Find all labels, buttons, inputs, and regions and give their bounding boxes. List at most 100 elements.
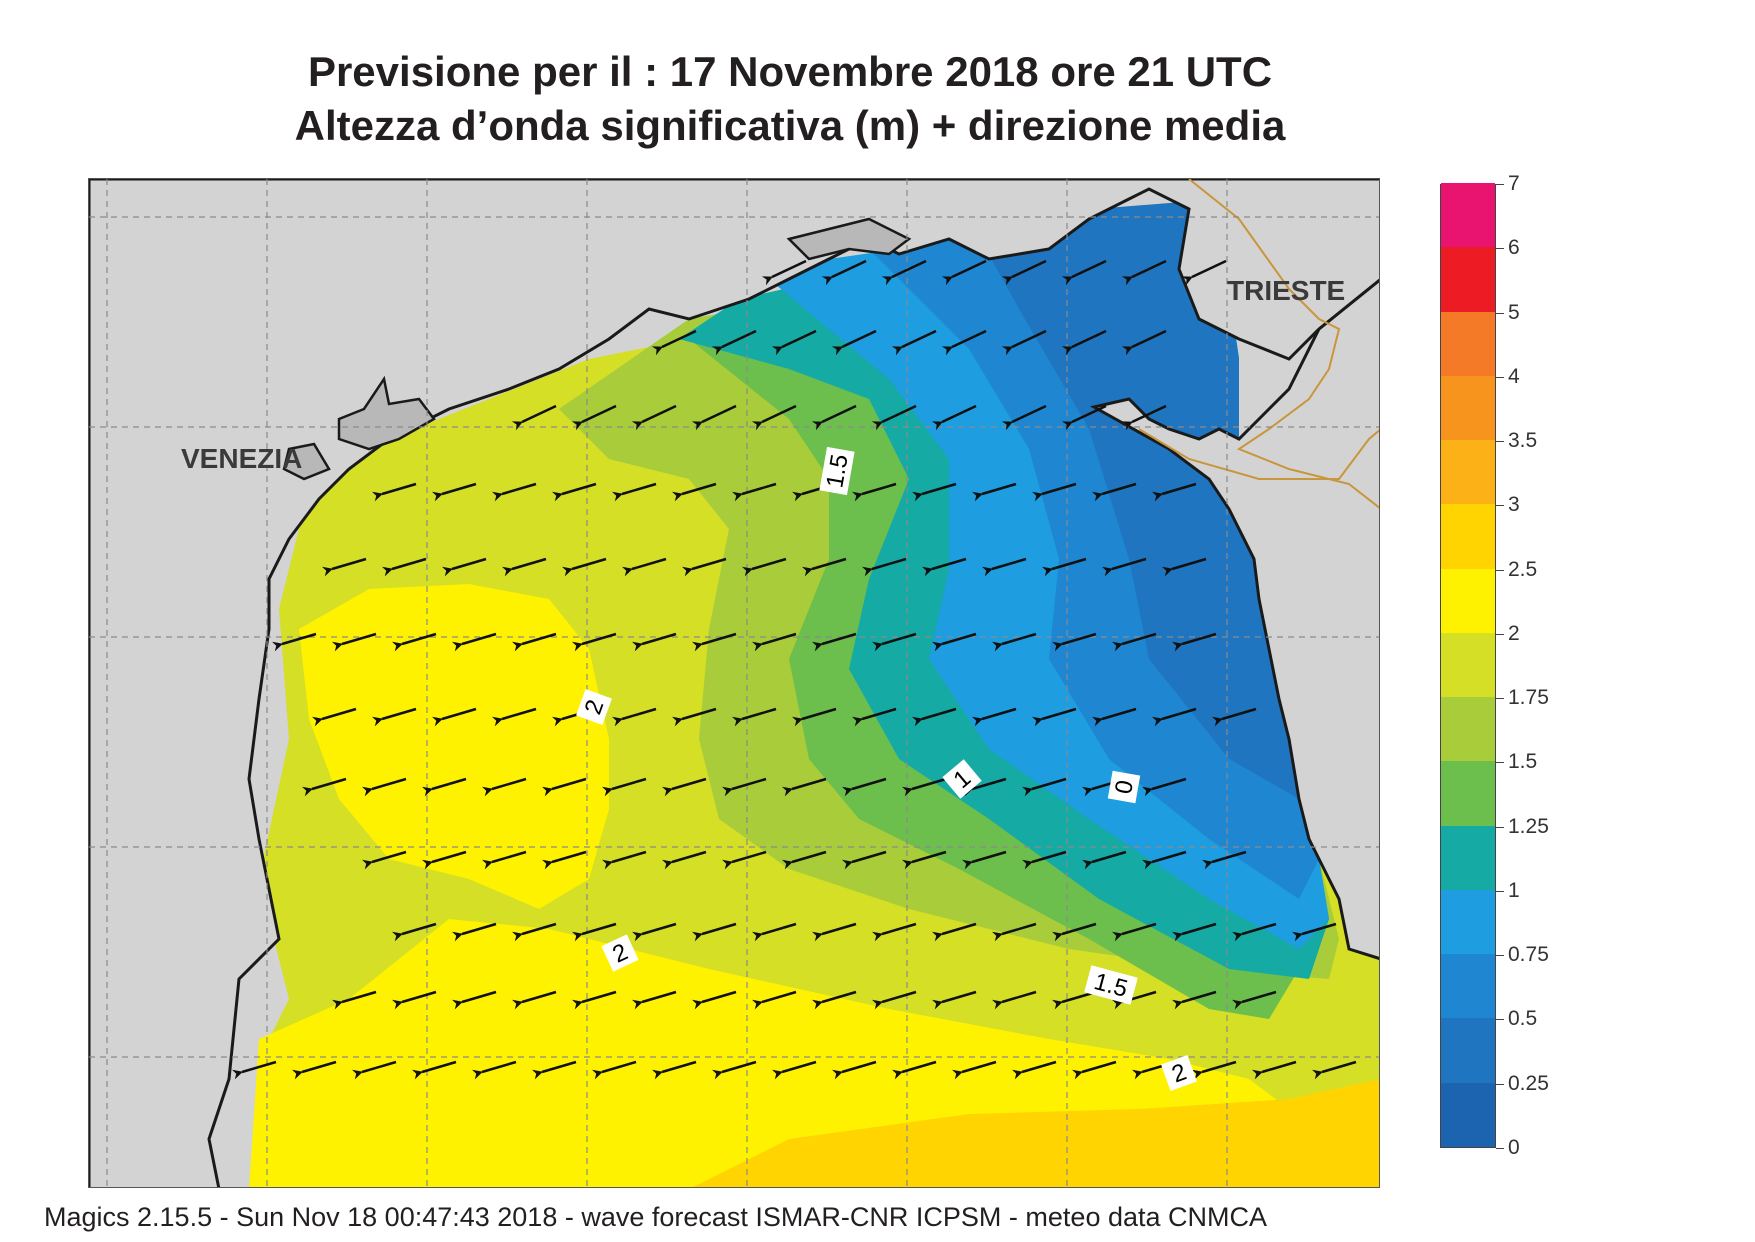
wave-direction-arrow	[851, 482, 897, 502]
wave-direction-arrow	[681, 557, 727, 577]
wave-direction-arrow	[311, 707, 357, 727]
istria-land	[1089, 278, 1379, 960]
wave-direction-arrow	[751, 632, 797, 652]
wave-direction-arrow	[451, 990, 497, 1010]
wave-direction-arrow	[1171, 632, 1217, 652]
wave-direction-arrow	[491, 707, 537, 727]
wave-direction-arrow	[271, 632, 317, 652]
wave-direction-arrow	[671, 707, 717, 727]
wave-direction-arrow	[871, 922, 917, 942]
colorbar-tick-label: 3.5	[1508, 429, 1538, 453]
wave-direction-arrow	[841, 777, 887, 797]
wave-direction-arrow	[711, 329, 757, 356]
colorbar-tick	[1496, 1083, 1504, 1085]
wave-direction-arrow	[1001, 329, 1047, 356]
wave-direction-arrow	[391, 990, 437, 1010]
wave-height-map: 1.5 2 1 0 2 1.5	[88, 178, 1380, 1188]
forecast-subtitle: Altezza d’onda significativa (m) + direz…	[294, 102, 1286, 149]
wave-direction-arrow	[491, 482, 537, 502]
colorbar-tick-label: 0.75	[1508, 943, 1549, 967]
wave-direction-arrow	[811, 404, 857, 431]
colorbar-tick-label: 4	[1508, 364, 1520, 388]
wave-direction-arrow	[811, 990, 857, 1010]
wave-direction-arrow	[361, 850, 407, 870]
wave-direction-arrow	[1111, 632, 1157, 652]
wave-direction-arrow	[691, 922, 737, 942]
wave-direction-arrow	[631, 990, 677, 1010]
colorbar-tick	[1496, 505, 1504, 507]
colorbar-tick	[1496, 312, 1504, 314]
colorbar-tick	[1496, 441, 1504, 443]
colorbar-tick-label: 3	[1508, 493, 1520, 517]
wave-direction-arrow	[1191, 1060, 1237, 1080]
wave-direction-arrow	[731, 707, 777, 727]
wave-direction-arrow	[941, 329, 987, 356]
colorbar-tick-label: 2	[1508, 621, 1520, 645]
wave-direction-arrow	[1211, 707, 1257, 727]
colorbar-tick-label: 1	[1508, 878, 1520, 902]
wave-direction-arrow	[1201, 850, 1247, 870]
colorbar-segment	[1441, 696, 1495, 762]
wave-direction-arrow	[1231, 922, 1277, 942]
wave-direction-arrow	[541, 777, 587, 797]
wave-direction-arrow	[631, 922, 677, 942]
colorbar-tick	[1496, 955, 1504, 957]
wave-direction-arrow	[971, 707, 1017, 727]
wave-direction-arrow	[1001, 404, 1047, 431]
wave-direction-arrow	[571, 922, 617, 942]
wave-direction-arrow	[481, 850, 527, 870]
wave-direction-arrow	[761, 259, 807, 286]
wave-direction-arrow	[501, 557, 547, 577]
wave-direction-arrow	[451, 922, 497, 942]
wave-direction-arrow	[911, 482, 957, 502]
wave-direction-arrow	[481, 777, 527, 797]
wave-direction-arrow	[691, 404, 737, 431]
wave-direction-arrow	[631, 632, 677, 652]
colorbar-tick	[1496, 890, 1504, 892]
wave-direction-arrow	[611, 707, 657, 727]
colorbar-segment	[1441, 1017, 1495, 1083]
colorbar-tick-label: 0	[1508, 1136, 1520, 1159]
wave-direction-arrow	[751, 404, 797, 431]
colorbar-tick-label: 6	[1508, 236, 1520, 260]
wave-direction-arrow	[471, 1060, 517, 1080]
wave-direction-arrow	[511, 632, 557, 652]
wave-direction-arrow	[831, 1060, 877, 1080]
wave-direction-arrow	[721, 777, 767, 797]
colorbar-tick-label: 1.25	[1508, 814, 1549, 838]
colorbar-segment	[1441, 953, 1495, 1019]
colorbar-tick	[1496, 826, 1504, 828]
sea-band-2-west	[299, 584, 609, 909]
wave-direction-arrow	[931, 404, 977, 431]
wave-direction-arrow	[931, 632, 977, 652]
map-canvas: 1.5 2 1 0 2 1.5	[89, 179, 1379, 1187]
colorbar-tick	[1496, 698, 1504, 700]
wave-direction-arrow	[841, 850, 887, 870]
wave-direction-arrow	[1041, 557, 1087, 577]
colorbar-segment	[1441, 246, 1495, 312]
colorbar-segment	[1441, 760, 1495, 826]
wave-direction-arrow	[371, 482, 417, 502]
contour-label-0: 0	[1110, 778, 1139, 796]
wave-direction-arrow	[901, 850, 947, 870]
city-label-trieste: TRIESTE	[1227, 275, 1346, 306]
wave-direction-arrow	[1251, 1060, 1297, 1080]
wave-direction-arrow	[951, 1060, 997, 1080]
wave-direction-arrow	[1031, 707, 1077, 727]
wave-direction-arrow	[811, 632, 857, 652]
colorbar-segment	[1441, 375, 1495, 441]
wave-direction-arrow	[961, 850, 1007, 870]
lagoon-island-2	[282, 442, 331, 481]
colorbar-segment	[1441, 503, 1495, 569]
wave-direction-arrow	[361, 777, 407, 797]
wave-direction-arrow	[1081, 850, 1127, 870]
wave-direction-arrow	[391, 632, 437, 652]
colorbar-segment	[1441, 182, 1495, 248]
wave-direction-arrow	[381, 557, 427, 577]
wave-direction-arrow	[771, 1060, 817, 1080]
wave-direction-arrow	[531, 1060, 577, 1080]
wave-direction-arrow	[601, 850, 647, 870]
wave-direction-arrow	[781, 777, 827, 797]
wave-direction-arrow	[1011, 1060, 1057, 1080]
wave-direction-arrow	[1151, 707, 1197, 727]
